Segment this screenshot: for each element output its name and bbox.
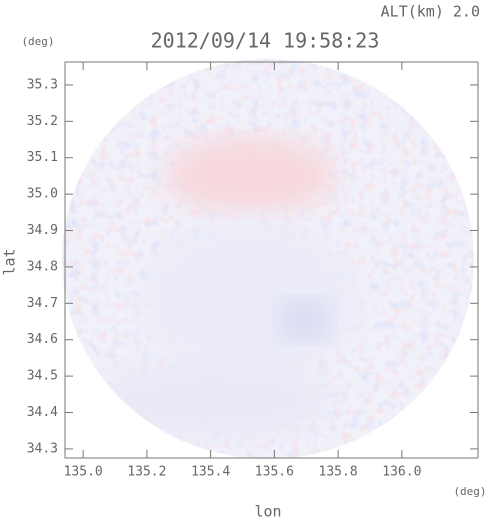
y-tick-label: 34.8 [27,259,58,274]
x-tick-label: 135.6 [255,465,294,480]
subtitle: ALT(km) 2.0 [381,3,480,21]
y-tick-label: 34.6 [27,332,58,347]
y-tick-label: 34.3 [27,441,58,456]
x-tick-label: 135.0 [64,465,103,480]
y-tick-label: 35.2 [27,114,58,129]
y-tick-label: 34.7 [27,296,58,311]
plot-frame [64,61,479,459]
x-tick-label: 135.4 [191,465,230,480]
radar-field [62,59,474,459]
y-tick-label: 34.4 [27,405,58,420]
x-tick-label: 135.8 [319,465,358,480]
y-tick-label: 35.3 [27,77,58,92]
y-tick-label: 35.0 [27,187,58,202]
y-tick-label: 34.9 [27,223,58,238]
x-unit: (deg) [453,485,486,498]
x-axis-label: lon [254,503,281,521]
y-tick-label: 34.5 [27,369,58,384]
y-unit: (deg) [21,35,54,48]
x-tick-label: 136.0 [382,465,421,480]
chart-title: 2012/09/14 19:58:23 [151,29,380,53]
y-tick-label: 35.1 [27,150,58,165]
x-tick-label: 135.2 [127,465,166,480]
y-axis-label: lat [1,248,19,275]
